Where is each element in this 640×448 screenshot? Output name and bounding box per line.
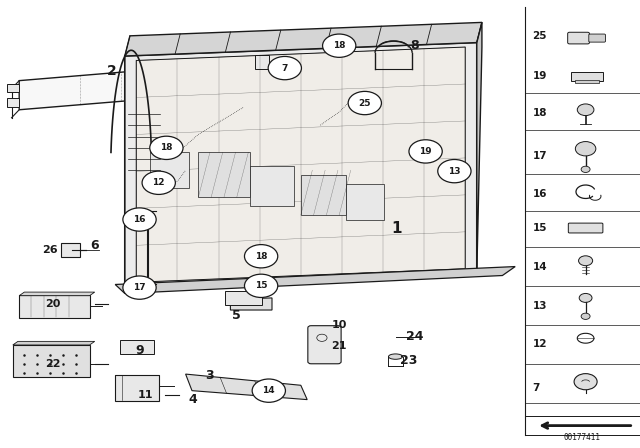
Circle shape: [123, 276, 156, 299]
Text: 13: 13: [448, 167, 461, 176]
Bar: [7, 99, 19, 107]
Text: 25: 25: [532, 31, 547, 41]
Text: 2: 2: [107, 64, 117, 78]
Circle shape: [581, 313, 590, 319]
FancyBboxPatch shape: [120, 340, 154, 354]
Text: 10: 10: [332, 320, 347, 330]
Text: 5: 5: [232, 309, 241, 323]
FancyBboxPatch shape: [198, 152, 250, 197]
FancyBboxPatch shape: [568, 223, 603, 233]
Text: 6: 6: [90, 239, 99, 252]
FancyBboxPatch shape: [225, 291, 262, 305]
Text: 4: 4: [189, 393, 198, 406]
FancyBboxPatch shape: [150, 152, 189, 188]
Text: 12: 12: [532, 339, 547, 349]
Text: 18: 18: [532, 108, 547, 118]
Circle shape: [252, 379, 285, 402]
Circle shape: [579, 256, 593, 266]
Circle shape: [581, 166, 590, 172]
Text: 00177411: 00177411: [564, 433, 601, 442]
FancyBboxPatch shape: [19, 295, 90, 318]
Text: 14: 14: [532, 262, 547, 271]
Polygon shape: [186, 374, 307, 400]
Ellipse shape: [388, 354, 403, 359]
Circle shape: [575, 142, 596, 156]
Polygon shape: [115, 267, 515, 293]
Text: 25: 25: [358, 99, 371, 108]
Text: 16: 16: [532, 189, 547, 198]
Text: 8: 8: [410, 39, 419, 52]
Circle shape: [438, 159, 471, 183]
Text: 18: 18: [160, 143, 173, 152]
Text: 26: 26: [42, 245, 58, 255]
Text: 17: 17: [532, 151, 547, 161]
Text: 3: 3: [205, 369, 214, 382]
Text: 20: 20: [45, 299, 60, 309]
FancyBboxPatch shape: [115, 375, 159, 401]
Text: 11: 11: [138, 390, 154, 400]
Text: 15: 15: [255, 281, 268, 290]
Text: 1: 1: [392, 221, 402, 236]
Polygon shape: [19, 60, 262, 110]
Polygon shape: [125, 43, 477, 287]
Text: 19: 19: [532, 71, 547, 81]
FancyBboxPatch shape: [250, 166, 294, 206]
FancyBboxPatch shape: [61, 243, 80, 257]
Polygon shape: [125, 22, 482, 56]
FancyBboxPatch shape: [346, 184, 384, 220]
Text: 16: 16: [133, 215, 146, 224]
Text: 22: 22: [45, 359, 60, 369]
Circle shape: [577, 104, 594, 116]
Bar: [255, 55, 269, 69]
FancyBboxPatch shape: [589, 34, 605, 42]
Circle shape: [323, 34, 356, 57]
Text: 18: 18: [333, 41, 346, 50]
FancyBboxPatch shape: [571, 72, 603, 81]
Polygon shape: [230, 298, 272, 310]
Text: 14: 14: [262, 386, 275, 395]
Text: 13: 13: [532, 301, 547, 310]
Polygon shape: [13, 341, 95, 345]
Text: 7: 7: [282, 64, 288, 73]
Text: 18: 18: [255, 252, 268, 261]
Polygon shape: [477, 22, 482, 273]
Circle shape: [123, 208, 156, 231]
Bar: [7, 84, 19, 92]
Circle shape: [409, 140, 442, 163]
Circle shape: [268, 56, 301, 80]
Circle shape: [244, 274, 278, 297]
FancyBboxPatch shape: [301, 175, 346, 215]
Text: 19: 19: [419, 147, 432, 156]
Text: 9: 9: [135, 344, 144, 357]
FancyBboxPatch shape: [575, 80, 599, 83]
Text: 23: 23: [399, 354, 417, 367]
Circle shape: [348, 91, 381, 115]
Circle shape: [244, 245, 278, 268]
Polygon shape: [136, 47, 465, 282]
Text: 7: 7: [532, 383, 540, 392]
Circle shape: [579, 293, 592, 302]
Circle shape: [574, 374, 597, 390]
FancyBboxPatch shape: [13, 345, 90, 377]
Polygon shape: [19, 292, 95, 296]
Circle shape: [142, 171, 175, 194]
Text: 17: 17: [133, 283, 146, 292]
FancyBboxPatch shape: [308, 326, 341, 364]
Text: 21: 21: [332, 341, 347, 351]
Text: 24: 24: [406, 330, 424, 344]
Text: 12: 12: [152, 178, 165, 187]
Text: 15: 15: [532, 224, 547, 233]
FancyBboxPatch shape: [568, 32, 589, 44]
Circle shape: [150, 136, 183, 159]
